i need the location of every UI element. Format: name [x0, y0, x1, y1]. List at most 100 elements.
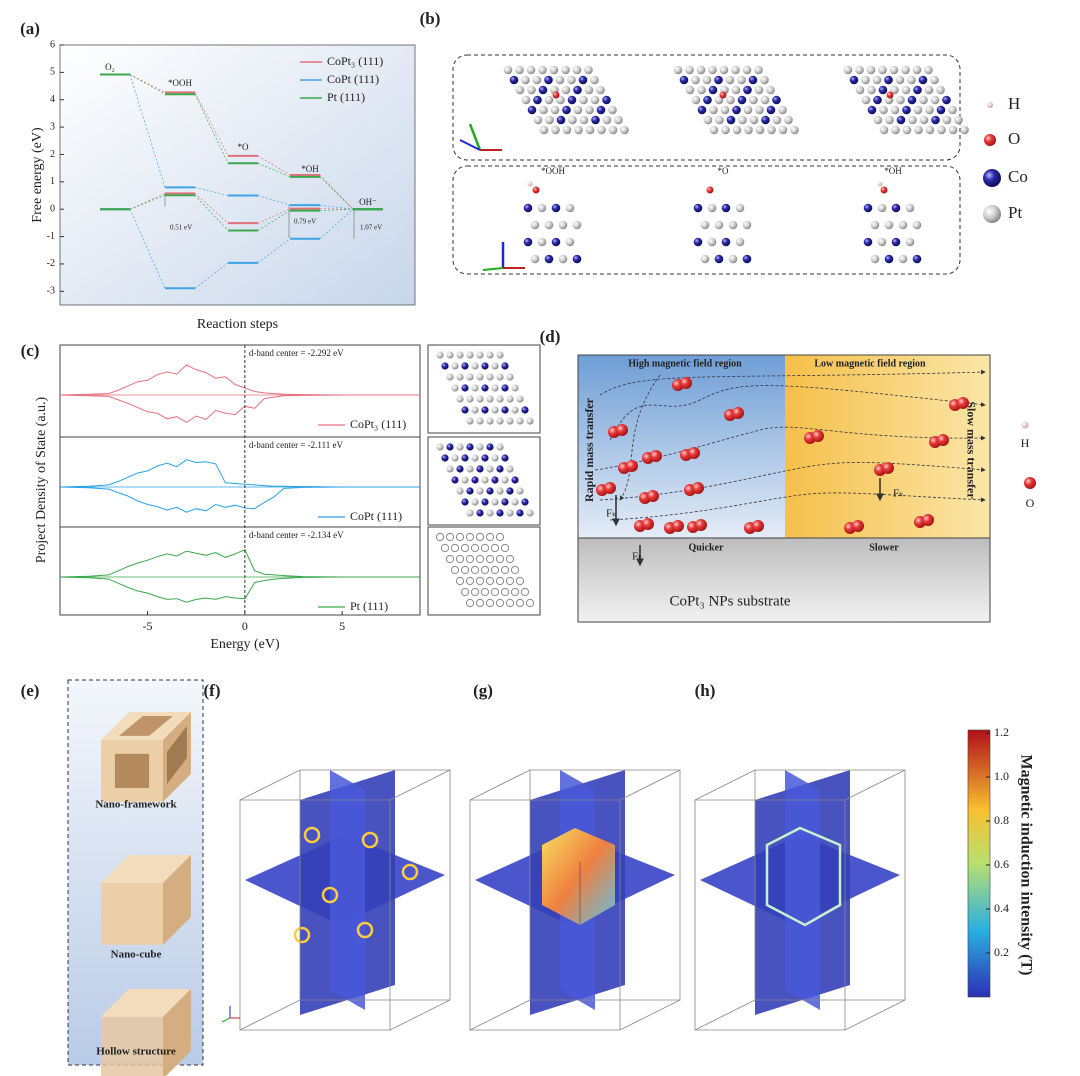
atom-Pt — [778, 105, 787, 115]
atom-Pt — [877, 237, 887, 247]
atom-Pt — [936, 85, 945, 95]
atom-Co — [521, 406, 529, 414]
atom-Pt — [721, 125, 730, 135]
atom-Pt — [702, 75, 712, 85]
frame — [577, 354, 991, 623]
atom-Pt — [505, 554, 515, 564]
atom-Pt — [749, 115, 759, 125]
atom-Co — [873, 95, 882, 105]
atom-Pt — [568, 115, 577, 125]
atom-Pt — [485, 598, 495, 608]
bounding-box-edge — [389, 999, 451, 1031]
atom-Pt — [516, 487, 524, 495]
axis-arrow — [459, 139, 481, 151]
atom-Pt — [511, 406, 519, 414]
atom-Pt — [556, 95, 565, 105]
atom-Co — [737, 95, 747, 105]
atom-Co — [544, 75, 553, 85]
speed-label: Slower — [869, 542, 899, 553]
atom-Pt — [585, 125, 595, 135]
atom-Pt — [870, 254, 880, 264]
atom-Pt — [924, 65, 933, 75]
atom-Pt — [516, 395, 524, 403]
atom-Pt — [496, 443, 504, 451]
atom-Pt — [930, 75, 939, 85]
annotation: 0.79 eV — [294, 218, 316, 226]
annotation: 1.07 eV — [360, 224, 382, 232]
atom-Pt — [526, 417, 534, 425]
cube-hole — [167, 725, 187, 784]
atom-Pt — [485, 554, 495, 564]
atom-Pt — [912, 220, 922, 230]
atom-Pt — [510, 587, 520, 597]
atom-Co — [509, 75, 519, 85]
axis-arrow — [482, 267, 504, 271]
molecule-o — [672, 520, 684, 532]
atom-Pt — [465, 576, 475, 586]
legend-label: CoPt (111) — [327, 72, 379, 86]
atom-Pt — [877, 203, 887, 213]
atom-Pt — [879, 125, 889, 135]
dos-curve — [59, 576, 420, 603]
level-connector — [319, 204, 354, 210]
bounding-box-edge — [389, 769, 451, 801]
legend-label: Pt (111) — [350, 599, 388, 613]
atom-Pt — [742, 65, 752, 75]
atom-Pt — [766, 85, 775, 95]
atom-Pt — [590, 95, 600, 105]
atom-Pt — [709, 125, 719, 135]
field-hotspot — [401, 863, 419, 881]
atom-Pt — [455, 532, 465, 542]
field-hotspot — [356, 921, 374, 939]
bounding-box-edge — [694, 999, 756, 1031]
atom-Pt — [486, 417, 494, 425]
atom-Pt — [537, 203, 547, 213]
atom-Pt — [890, 85, 899, 95]
panel-label: (f) — [204, 681, 221, 700]
atom-O — [719, 91, 727, 99]
atom-Pt — [890, 105, 900, 115]
atom-Pt — [446, 373, 454, 381]
atom-Co — [742, 254, 752, 264]
molecule-o — [937, 434, 949, 446]
atom-Pt — [475, 554, 485, 564]
atom-Pt — [539, 125, 549, 135]
atom-Pt — [503, 65, 513, 75]
atom-Pt — [527, 85, 536, 95]
atom-Pt — [506, 395, 514, 403]
atom-Co — [878, 85, 888, 95]
atom-Pt — [574, 125, 583, 135]
atom-Pt — [446, 465, 454, 473]
colorbar-label: Magnetic induction intensity (T) — [1017, 755, 1034, 976]
atom-Pt — [491, 384, 499, 392]
step-label: OH⁻ — [359, 197, 377, 207]
atom-Pt — [584, 85, 594, 95]
y-tick-label: -2 — [47, 258, 55, 269]
atom-Pt — [525, 598, 535, 608]
colorbar — [967, 729, 991, 998]
plot-frame — [59, 344, 421, 616]
atom-Pt — [496, 487, 504, 495]
molecule-o — [642, 518, 654, 530]
structure-label: Nano-framework — [95, 799, 177, 811]
atom-Pt — [866, 65, 876, 75]
atom-Co — [476, 509, 484, 517]
atom-Pt — [744, 125, 753, 135]
atom-Pt — [590, 75, 599, 85]
atom-Pt — [456, 443, 464, 451]
field-hotspot — [321, 886, 339, 904]
atom-Pt — [530, 220, 540, 230]
panel-label: (e) — [21, 681, 40, 700]
legend-label: CoPt (111) — [350, 509, 402, 523]
atom-Pt — [490, 565, 500, 575]
atom-Pt — [466, 373, 474, 381]
atom-Pt — [480, 565, 490, 575]
atom-Pt — [475, 598, 485, 608]
atom-Co — [708, 85, 718, 95]
frame — [452, 165, 961, 275]
atom-Co — [523, 237, 533, 247]
atom-Co — [907, 95, 917, 105]
atom-Pt — [470, 543, 480, 553]
atom-Pt — [898, 254, 908, 264]
bounding-box-edge — [619, 999, 681, 1031]
